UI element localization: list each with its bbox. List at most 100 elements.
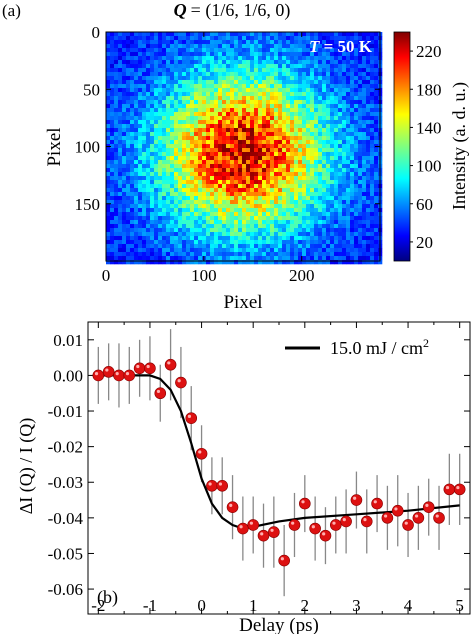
heatmap-cell bbox=[242, 80, 247, 85]
heatmap-cell bbox=[338, 224, 343, 229]
heatmap-cell bbox=[310, 36, 315, 41]
heatmap-cell bbox=[142, 180, 147, 185]
heatmap-cell bbox=[106, 40, 111, 45]
heatmap-cell bbox=[114, 128, 119, 133]
heatmap-cell bbox=[338, 192, 343, 197]
heatmap-cell bbox=[206, 236, 211, 241]
heatmap-cell bbox=[286, 160, 291, 165]
heatmap-cell bbox=[254, 156, 259, 161]
heatmap-cell bbox=[334, 76, 339, 81]
heatmap-cell bbox=[126, 236, 131, 241]
heatmap-cell bbox=[354, 140, 359, 145]
heatmap-cell bbox=[334, 184, 339, 189]
heatmap-cell bbox=[130, 72, 135, 77]
heatmap-cell bbox=[206, 228, 211, 233]
heatmap-cell bbox=[106, 212, 111, 217]
heatmap-cell bbox=[342, 256, 347, 261]
heatmap-cell bbox=[266, 96, 271, 101]
heatmap-cell bbox=[166, 236, 171, 241]
heatmap-cell bbox=[330, 52, 335, 57]
heatmap-cell bbox=[226, 56, 231, 61]
heatmap-cell bbox=[182, 180, 187, 185]
heatmap-cell bbox=[170, 200, 175, 205]
heatmap-cell bbox=[294, 148, 299, 153]
heatmap-cell bbox=[270, 236, 275, 241]
heatmap-cell bbox=[258, 104, 263, 109]
heatmap-cell bbox=[306, 36, 311, 41]
heatmap-cell bbox=[342, 124, 347, 129]
heatmap-cell bbox=[210, 116, 215, 121]
heatmap-cell bbox=[142, 184, 147, 189]
heatmap-cell bbox=[350, 80, 355, 85]
heatmap-cell bbox=[182, 68, 187, 73]
heatmap-cell bbox=[178, 112, 183, 117]
data-point-highlight bbox=[187, 414, 192, 418]
heatmap-cell bbox=[234, 164, 239, 169]
heatmap-cell bbox=[162, 88, 167, 93]
heatmap-cell bbox=[362, 56, 367, 61]
heatmap-cell bbox=[258, 184, 263, 189]
heatmap-cell bbox=[138, 56, 143, 61]
heatmap-cell bbox=[290, 220, 295, 225]
heatmap-cell bbox=[326, 52, 331, 57]
heatmap-cell bbox=[370, 256, 375, 261]
heatmap-cell bbox=[210, 208, 215, 213]
heatmap-cell bbox=[294, 72, 299, 77]
heatmap-cell bbox=[158, 56, 163, 61]
heatmap-cell bbox=[266, 140, 271, 145]
heatmap-cell bbox=[130, 120, 135, 125]
heatmap-cell bbox=[250, 96, 255, 101]
heatmap-cell bbox=[334, 244, 339, 249]
heatmap-cell bbox=[202, 44, 207, 49]
heatmap-cell bbox=[346, 32, 351, 37]
heatmap-cell bbox=[222, 172, 227, 177]
heatmap-cell bbox=[250, 160, 255, 165]
heatmap-cell bbox=[114, 72, 119, 77]
heatmap-cell bbox=[114, 196, 119, 201]
heatmap-cell bbox=[202, 164, 207, 169]
heatmap-cell bbox=[142, 192, 147, 197]
heatmap-cell bbox=[310, 192, 315, 197]
heatmap-cell bbox=[290, 136, 295, 141]
heatmap-cell bbox=[322, 116, 327, 121]
heatmap-cell bbox=[210, 128, 215, 133]
heatmap-cell bbox=[266, 212, 271, 217]
heatmap-cell bbox=[150, 72, 155, 77]
heatmap-cell bbox=[198, 220, 203, 225]
heatmap-cell bbox=[282, 176, 287, 181]
heatmap-cell bbox=[170, 136, 175, 141]
heatmap-cell bbox=[270, 200, 275, 205]
plot-x-label: Delay (ps) bbox=[239, 615, 319, 634]
heatmap-cell bbox=[194, 72, 199, 77]
heatmap-cell bbox=[194, 52, 199, 57]
data-point bbox=[113, 369, 125, 382]
heatmap-cell bbox=[210, 120, 215, 125]
heatmap-cell bbox=[130, 184, 135, 189]
heatmap-cell bbox=[174, 236, 179, 241]
heatmap-cell bbox=[266, 32, 271, 37]
heatmap-cell bbox=[362, 156, 367, 161]
heatmap-cell bbox=[270, 60, 275, 65]
heatmap-cell bbox=[138, 220, 143, 225]
heatmap-cell bbox=[342, 204, 347, 209]
heatmap-cell bbox=[254, 208, 259, 213]
heatmap-cell bbox=[158, 104, 163, 109]
heatmap-cell bbox=[370, 220, 375, 225]
heatmap-cell bbox=[254, 192, 259, 197]
heatmap-cell bbox=[210, 204, 215, 209]
heatmap-cell bbox=[226, 100, 231, 105]
heatmap-cell bbox=[246, 260, 251, 265]
heatmap-cell bbox=[218, 180, 223, 185]
heatmap-cell bbox=[138, 64, 143, 69]
heatmap-cell bbox=[106, 236, 111, 241]
heatmap-cell bbox=[254, 160, 259, 165]
heatmap-cell bbox=[238, 112, 243, 117]
heatmap-cell bbox=[106, 84, 111, 89]
heatmap-cell bbox=[314, 144, 319, 149]
data-point bbox=[360, 515, 373, 528]
heatmap-cell bbox=[282, 244, 287, 249]
heatmap-cell bbox=[342, 220, 347, 225]
heatmap-cell bbox=[286, 32, 291, 37]
heatmap-cell bbox=[134, 260, 139, 265]
heatmap-cell bbox=[230, 144, 235, 149]
